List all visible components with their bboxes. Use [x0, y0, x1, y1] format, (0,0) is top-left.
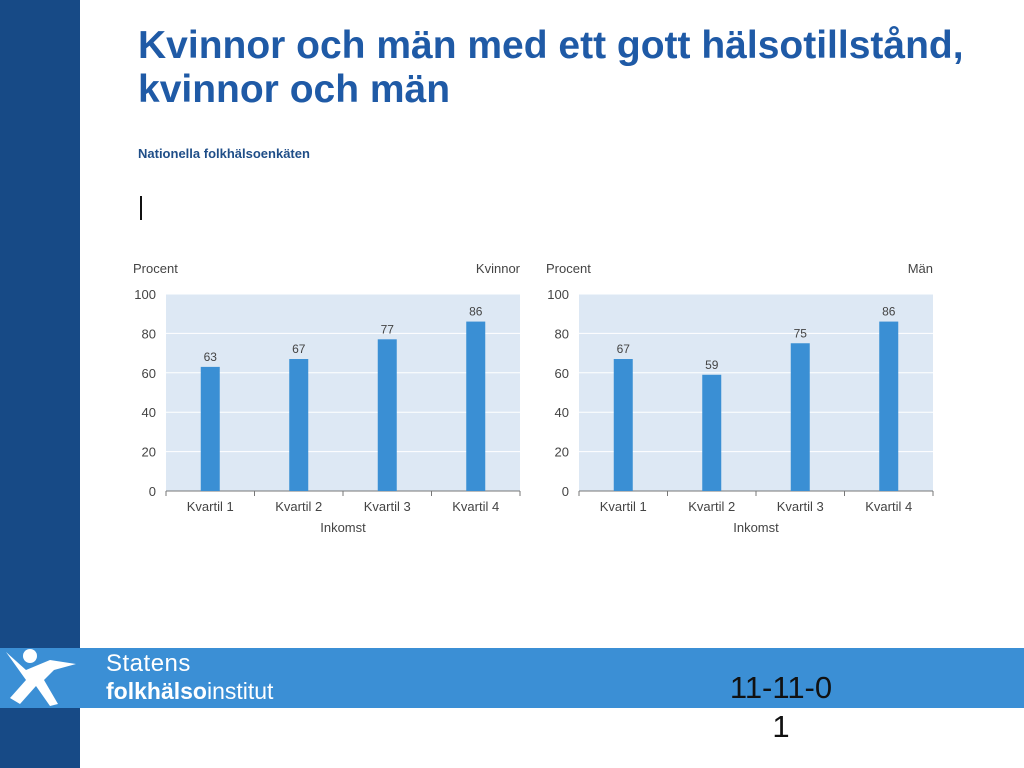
bar: [200, 366, 220, 491]
x-tick-label: Kvartil 3: [364, 499, 411, 514]
x-axis-label: Inkomst: [320, 520, 366, 535]
text-cursor: [140, 196, 142, 220]
data-label: 75: [794, 326, 808, 340]
x-tick-label: Kvartil 4: [865, 499, 912, 514]
bar: [377, 339, 397, 491]
bar: [466, 321, 486, 491]
left-sidebar: [0, 0, 80, 768]
data-label: 67: [617, 342, 631, 356]
y-tick-label: 40: [142, 405, 156, 420]
data-label: 63: [204, 350, 218, 364]
bar: [790, 343, 810, 491]
logo-figure-icon: [6, 649, 76, 706]
plot-background: [579, 294, 933, 491]
y-tick-label: 60: [142, 366, 156, 381]
slide-subtitle: Nationella folkhälsoenkäten: [138, 146, 310, 161]
x-tick-label: Kvartil 4: [452, 499, 499, 514]
y-axis-label: Procent: [546, 261, 591, 276]
x-tick-label: Kvartil 1: [600, 499, 647, 514]
y-tick-label: 40: [555, 405, 569, 420]
y-tick-label: 0: [562, 484, 569, 499]
y-tick-label: 80: [555, 326, 569, 341]
x-tick-label: Kvartil 2: [688, 499, 735, 514]
data-label: 77: [381, 322, 395, 336]
y-tick-label: 80: [142, 326, 156, 341]
y-tick-label: 0: [149, 484, 156, 499]
y-tick-label: 20: [555, 445, 569, 460]
x-tick-label: Kvartil 1: [187, 499, 234, 514]
slide-title: Kvinnor och män med ett gott hälsotillst…: [138, 24, 964, 111]
chart-title: Kvinnor: [476, 261, 521, 276]
logo-regular-part: institut: [206, 678, 274, 704]
chart-title: Män: [908, 261, 933, 276]
plot-background: [166, 294, 520, 491]
x-axis-label: Inkomst: [733, 520, 779, 535]
data-label: 59: [705, 358, 719, 372]
chart-man: 0 20 40 60 80 100 Procent Män 67 Kvartil 1 59 Kvart…: [546, 261, 934, 535]
x-tick-label: Kvartil 2: [275, 499, 322, 514]
slide-date: 11-11-01: [729, 670, 833, 744]
data-label: 86: [882, 305, 896, 319]
y-tick-label: 100: [547, 287, 569, 302]
bar: [289, 359, 309, 491]
y-axis-label: Procent: [133, 261, 178, 276]
logo-bold-part: folkhälso: [106, 678, 207, 704]
x-tick-label: Kvartil 3: [777, 499, 824, 514]
data-label: 86: [469, 305, 483, 319]
footer-band: [0, 648, 1024, 708]
bar: [613, 359, 633, 491]
y-tick-label: 100: [134, 287, 156, 302]
bar: [702, 374, 722, 491]
data-label: 67: [292, 342, 306, 356]
bar: [879, 321, 899, 491]
logo-line-statens: Statens: [106, 650, 191, 677]
logo-line-institut: folkhälsoinstitut: [106, 680, 273, 703]
y-tick-label: 60: [555, 366, 569, 381]
y-tick-label: 20: [142, 445, 156, 460]
logo-wordmark: Statens folkhälsoinstitut: [106, 652, 273, 703]
chart-kvinnor: 0 20 40 60 80 100 Procent Kvinnor 63 Kvartil 1 67 K…: [133, 261, 521, 535]
